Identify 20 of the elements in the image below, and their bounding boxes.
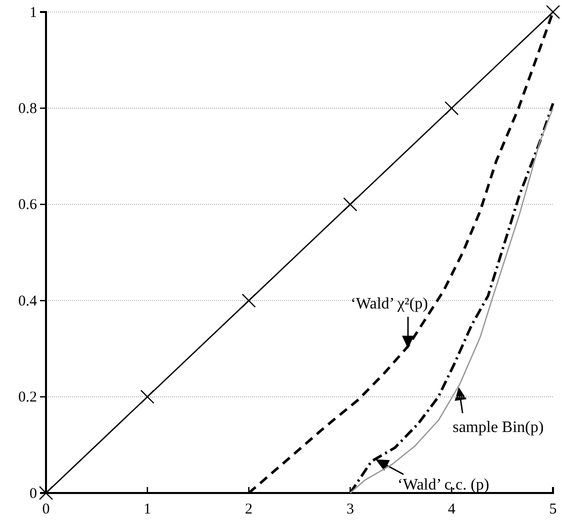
point [242,294,256,308]
point [343,197,358,212]
x-tick-label: 5 [549,502,557,518]
y-tick-label: 0.8 [18,101,37,117]
point [546,4,560,20]
annotation: ‘Wald’ χ²(p) [350,296,428,313]
point [38,486,54,500]
x-tick-label: 1 [144,502,152,518]
x-tick-label: 4 [448,502,456,518]
y-tick-label: 0.6 [18,197,38,214]
point [444,101,459,116]
y-tick-label: 0 [30,486,37,502]
y-tick-label: 1 [30,4,37,21]
point [140,390,154,404]
annotation: sample Bin(p) [452,419,544,436]
x-tick-label: 2 [245,502,253,518]
y-tick-label: 0.4 [18,293,38,310]
x-tick-label: 3 [346,502,354,518]
y-tick-label: 0.2 [18,390,37,406]
x-tick-label: 0 [42,502,50,518]
